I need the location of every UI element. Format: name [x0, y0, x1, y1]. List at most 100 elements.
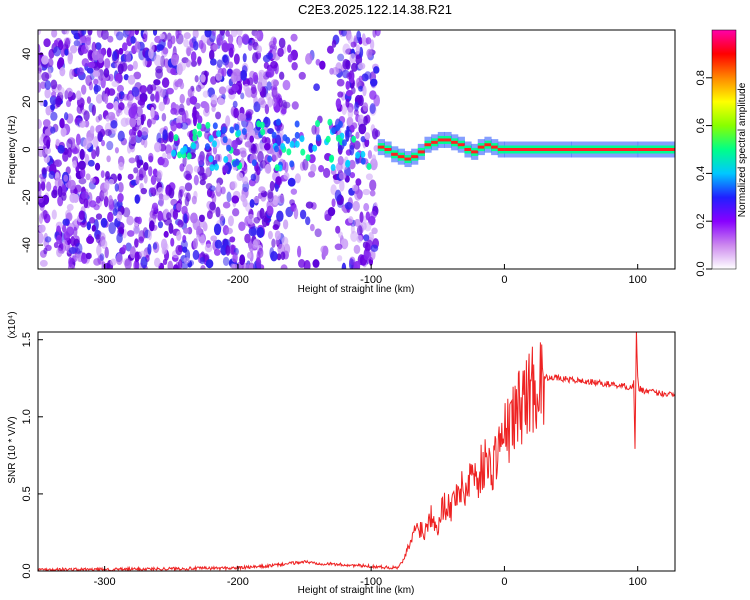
- heatmap-noise-cell: [369, 179, 377, 191]
- heatmap-noise-cell: [241, 176, 249, 185]
- heatmap-noise-cell: [87, 61, 96, 69]
- heatmap-noise-cell: [218, 86, 227, 95]
- heatmap-noise-cell: [136, 116, 142, 126]
- heatmap-noise-cell: [202, 222, 208, 232]
- heatmap-noise-cell: [161, 246, 167, 255]
- heatmap-noise-cell: [256, 45, 263, 54]
- heatmap-noise-cell: [318, 165, 325, 173]
- heatmap-noise-cell: [73, 40, 81, 47]
- heatmap-trace-core: [484, 143, 492, 147]
- heatmap-noise-cell: [74, 117, 83, 124]
- heatmap-noise-cell: [127, 64, 134, 72]
- heatmap-noise-cell: [262, 116, 271, 128]
- heatmap-noise-cell: [116, 232, 123, 244]
- heatmap-noise-cell: [68, 256, 73, 268]
- heatmap-noise-cell: [322, 245, 329, 257]
- heatmap-noise-cell: [75, 133, 81, 146]
- heatmap-trace-core: [637, 148, 675, 151]
- heatmap-noise-cell: [280, 108, 287, 115]
- heatmap-noise-cell: [216, 182, 221, 193]
- heatmap-noise-cell: [78, 210, 85, 221]
- heatmap-noise-cell: [78, 160, 86, 171]
- heatmap-noise-cell: [59, 118, 65, 129]
- heatmap-noise-cell: [346, 116, 354, 128]
- heatmap-noise-cell: [215, 154, 221, 162]
- heatmap-noise-cell: [151, 202, 159, 211]
- heatmap-noise-cell: [349, 171, 356, 179]
- heatmap-noise-cell: [281, 236, 289, 247]
- heatmap-noise-cell: [276, 253, 282, 261]
- heatmap-noise-cell: [350, 41, 357, 48]
- heatmap-signal-blob: [256, 120, 262, 128]
- heatmap-noise-cell: [244, 87, 252, 98]
- heatmap-signal-blob: [289, 140, 295, 148]
- heatmap-noise-cell: [369, 249, 376, 261]
- heatmap-noise-cell: [117, 63, 124, 75]
- heatmap-noise-cell: [337, 155, 344, 166]
- heatmap-noise-cell: [245, 264, 252, 269]
- heatmap-x-tick-label: -200: [227, 274, 249, 286]
- heatmap-noise-cell: [247, 42, 253, 51]
- heatmap-noise-cell: [250, 84, 257, 95]
- heatmap-noise-cell: [38, 70, 42, 81]
- heatmap-noise-cell: [81, 30, 87, 36]
- heatmap-noise-cell: [272, 37, 277, 45]
- heatmap-noise-cell: [341, 262, 347, 269]
- heatmap-y-tick-label: 40: [21, 48, 33, 60]
- heatmap-noise-cell: [257, 151, 264, 163]
- heatmap-noise-cell: [185, 45, 192, 56]
- heatmap-noise-cell: [65, 87, 74, 98]
- heatmap-noise-cell: [38, 186, 42, 197]
- heatmap-noise-cell: [64, 37, 71, 49]
- heatmap-noise-cell: [339, 180, 345, 192]
- heatmap-noise-cell: [241, 33, 250, 45]
- heatmap-noise-cell: [210, 235, 218, 242]
- heatmap-noise-cell: [50, 111, 58, 122]
- heatmap-noise-cell: [261, 136, 267, 144]
- heatmap-noise-cell: [132, 60, 138, 70]
- heatmap-noise-cell: [253, 238, 261, 248]
- heatmap-noise-cell: [283, 243, 291, 255]
- heatmap-noise-cell: [138, 230, 146, 242]
- heatmap-noise-cell: [232, 208, 240, 217]
- heatmap-noise-cell: [192, 238, 198, 250]
- heatmap-x-tick-label: 100: [629, 274, 647, 286]
- heatmap-noise-cell: [275, 238, 281, 246]
- heatmap-x-label: Height of straight line (km): [298, 284, 415, 295]
- heatmap-noise-cell: [213, 248, 221, 256]
- heatmap-noise-cell: [83, 110, 90, 121]
- heatmap-noise-cell: [314, 228, 322, 238]
- colorbar-tick-label: 0.2: [695, 214, 707, 229]
- heatmap-signal-blob: [234, 158, 240, 166]
- heatmap-noise-cell: [363, 115, 368, 126]
- heatmap-noise-cell: [267, 96, 273, 108]
- heatmap-x-ticks: -300 -200 -100 0 100: [94, 264, 647, 286]
- heatmap-noise-cell: [176, 202, 182, 211]
- heatmap-noise-cell: [68, 179, 76, 191]
- heatmap-noise-cell: [249, 199, 255, 208]
- heatmap-noise-cell: [342, 43, 351, 55]
- heatmap-noise-cell: [95, 213, 103, 220]
- heatmap-noise-cell: [128, 134, 137, 145]
- snr-x-tick-label: -200: [227, 576, 249, 588]
- heatmap-noise-cell: [176, 78, 184, 85]
- heatmap-noise-cell: [278, 37, 286, 49]
- heatmap-noise-cell: [193, 165, 200, 173]
- heatmap-noise-cell: [157, 210, 164, 222]
- heatmap-noise-cell: [178, 189, 183, 201]
- heatmap-noise-cell: [146, 118, 152, 128]
- heatmap-noise-cell: [124, 258, 132, 269]
- heatmap-noise-cell: [45, 105, 52, 116]
- heatmap-noise-cell: [278, 97, 283, 108]
- heatmap-noise-cell: [215, 111, 222, 120]
- heatmap-noise-cell: [180, 121, 189, 130]
- heatmap-noise-cell: [54, 159, 62, 168]
- heatmap-noise-cell: [230, 30, 238, 38]
- heatmap-noise-cell: [166, 212, 172, 221]
- heatmap-noise-cell: [161, 157, 169, 168]
- heatmap-noise-cell: [334, 189, 342, 202]
- heatmap-noise-cell: [161, 152, 167, 160]
- heatmap-noise-cell: [147, 229, 152, 241]
- heatmap-noise-cell: [104, 93, 109, 105]
